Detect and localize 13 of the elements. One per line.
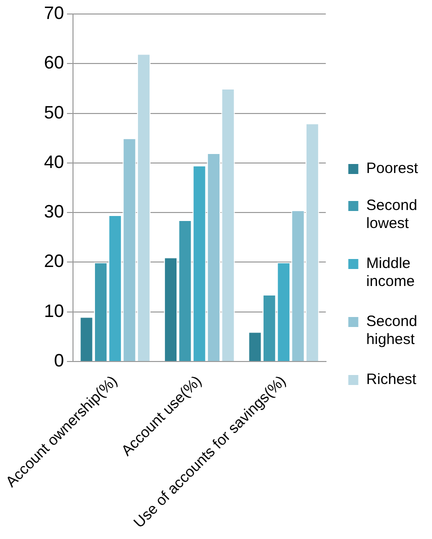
y-tick-label: 70 (44, 2, 64, 23)
legend-label: Richest (366, 371, 418, 388)
legend-label: Middle income (366, 255, 415, 290)
legend-label: Second highest (366, 313, 418, 348)
legend-label: Second lowest (366, 197, 418, 232)
y-tick-label: 30 (44, 202, 64, 222)
legend-label: Poorest (366, 160, 419, 178)
y-tick-label: 10 (44, 300, 64, 321)
y-tick-label: 40 (44, 152, 64, 172)
y-tick-label: 20 (44, 251, 64, 272)
y-tick-label: 0 (54, 350, 64, 370)
y-tick-label: 50 (44, 102, 64, 122)
y-tick-label: 60 (44, 52, 64, 73)
